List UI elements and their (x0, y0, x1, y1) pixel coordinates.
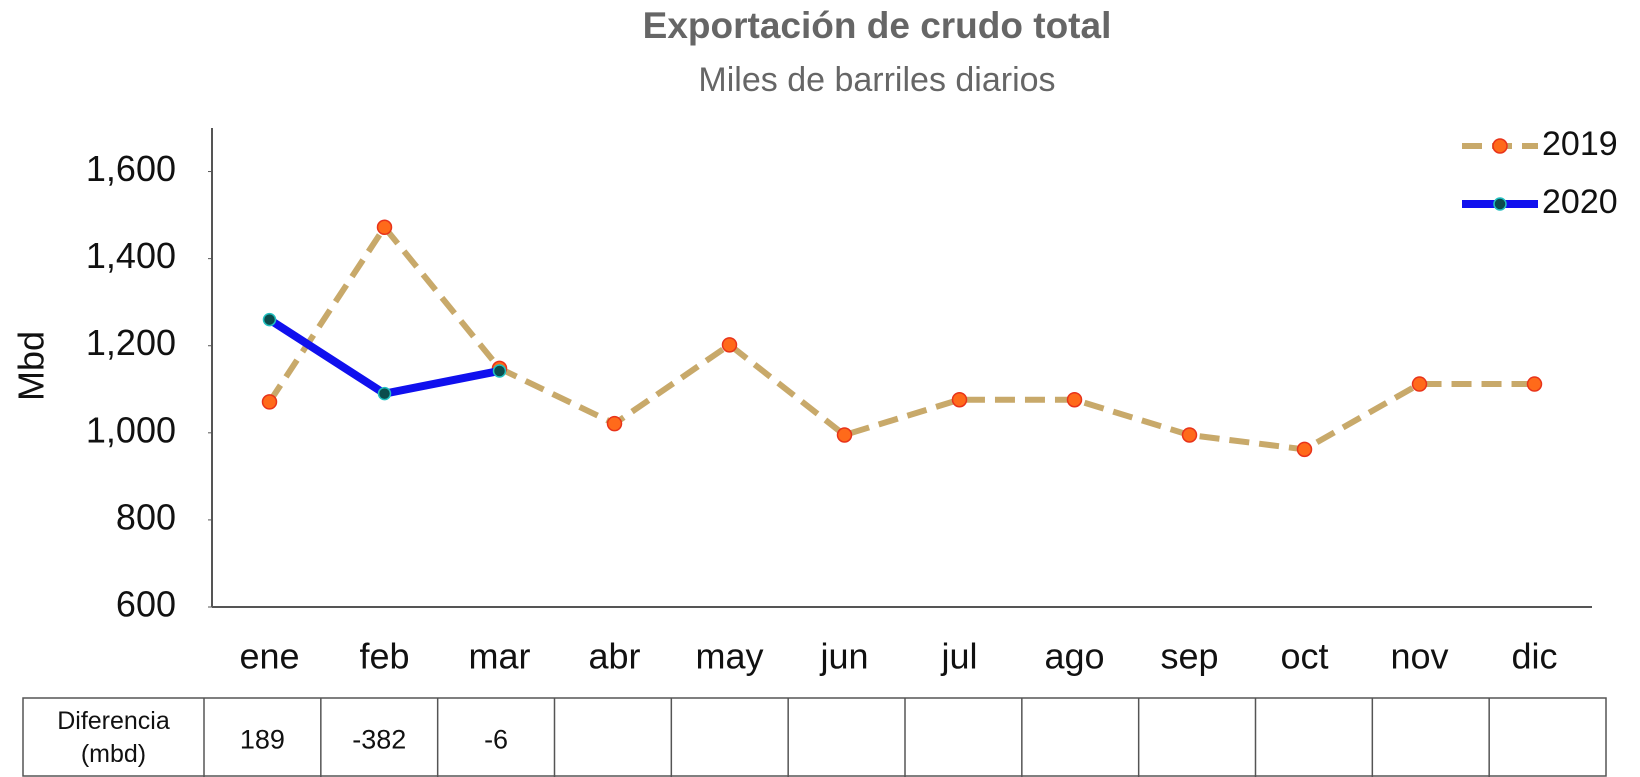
table-value: 189 (240, 725, 285, 755)
x-tick-label: nov (1390, 636, 1448, 677)
y-tick-label: 1,600 (86, 148, 176, 189)
data-point (377, 386, 392, 401)
data-point (836, 427, 853, 443)
x-tick-label: may (695, 636, 763, 677)
x-tick-label: jul (940, 636, 977, 677)
chart-title: Exportación de crudo total (643, 5, 1112, 46)
y-tick-label: 800 (116, 496, 176, 537)
data-point (492, 364, 507, 378)
y-tick-label: 1,400 (86, 235, 176, 276)
x-tick-label: sep (1160, 636, 1218, 677)
data-point (1526, 376, 1543, 392)
x-tick-label: abr (588, 636, 640, 677)
y-tick-label: 1,000 (86, 409, 176, 450)
legend-marker (1492, 138, 1508, 154)
data-point (376, 219, 393, 236)
table-frame (22, 697, 1607, 777)
x-tick-label: mar (469, 636, 531, 677)
x-tick-label: feb (359, 636, 409, 677)
y-axis-label: Mbd (11, 331, 52, 401)
table-value: -382 (352, 725, 406, 755)
legend-label: 2019 (1542, 125, 1618, 163)
data-point (262, 312, 277, 327)
x-tick-label: ago (1044, 636, 1104, 677)
legend-label: 2020 (1542, 183, 1618, 221)
data-point (261, 394, 278, 410)
data-point (1411, 376, 1428, 392)
x-tick-label: jun (819, 636, 868, 677)
data-point (1181, 427, 1198, 443)
data-point (721, 337, 738, 353)
data-point (951, 391, 968, 408)
data-point (1296, 441, 1313, 458)
data-point (606, 415, 623, 432)
x-tick-label: dic (1511, 636, 1557, 677)
x-tick-label: oct (1280, 636, 1328, 677)
y-tick-label: 600 (116, 584, 176, 625)
data-point (1066, 391, 1083, 408)
legend-marker (1493, 197, 1507, 211)
series-line (266, 222, 1535, 453)
table-row-label: Diferencia (mbd) (57, 707, 170, 768)
table-value: -6 (484, 725, 508, 755)
chart-subtitle: Miles de barriles diarios (698, 61, 1055, 99)
y-tick-label: 1,200 (86, 322, 176, 363)
x-tick-label: ene (239, 636, 299, 677)
